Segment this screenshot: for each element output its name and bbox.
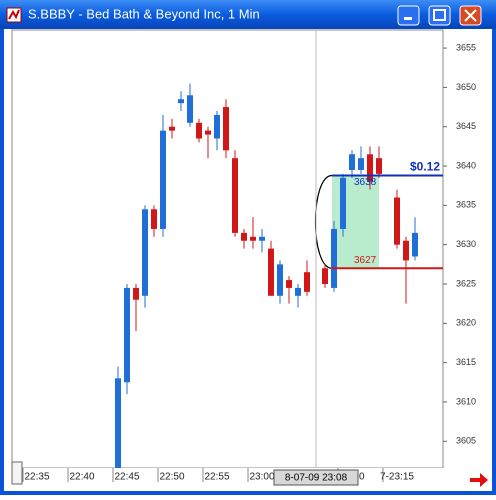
candle-body	[412, 232, 418, 257]
x-tick-label: 22:35	[24, 472, 49, 483]
candle-body	[169, 126, 175, 131]
minimize-glyph	[404, 17, 412, 20]
candle-body	[304, 272, 310, 292]
y-tick-label: 3625	[456, 278, 476, 288]
cursor-time-label: 8-07-09 23:08	[285, 473, 348, 484]
difference-label: $0.12	[410, 160, 440, 174]
candle-body	[349, 154, 355, 170]
candle-body	[268, 248, 274, 296]
candle-body	[124, 287, 130, 383]
candle-body	[232, 158, 238, 233]
candle-body	[160, 130, 166, 229]
x-tick-label: 22:40	[69, 472, 94, 483]
y-tick-label: 3640	[456, 160, 476, 170]
candle-body	[277, 264, 283, 296]
y-tick-label: 3615	[456, 357, 476, 367]
candle-body	[187, 95, 193, 123]
maximize-glyph	[433, 9, 446, 21]
candle-body	[394, 197, 400, 245]
candle-body	[133, 287, 139, 300]
x-tick-label: 22:50	[159, 472, 184, 483]
candle-body	[358, 158, 364, 170]
y-tick-label: 3645	[456, 121, 476, 131]
candle-body	[286, 280, 292, 288]
x-tick-label: 23:00	[249, 472, 274, 483]
candle-body	[142, 209, 148, 296]
close-glyph	[464, 9, 477, 22]
candle-body	[223, 107, 229, 151]
minimize-button[interactable]	[397, 5, 420, 26]
measure-region	[332, 175, 379, 269]
y-tick-label: 3655	[456, 42, 476, 52]
upper-level-label: 3638	[354, 177, 377, 188]
x-tick-label: 22:45	[114, 472, 139, 483]
scroll-handle[interactable]	[11, 461, 23, 485]
candle-body	[151, 209, 157, 229]
x-tick-label: 22:55	[204, 472, 229, 483]
candle-body	[115, 378, 121, 468]
y-tick-label: 3635	[456, 200, 476, 210]
candle-body	[241, 232, 247, 241]
y-tick-label: 3620	[456, 318, 476, 328]
y-tick-label: 3605	[456, 436, 476, 446]
candle-body	[295, 287, 301, 296]
x-tick-label: 7-23:15	[380, 472, 414, 483]
window-buttons[interactable]	[397, 5, 482, 26]
scroll-right-arrow[interactable]	[470, 473, 488, 487]
lower-level-label: 3627	[354, 255, 377, 266]
y-tick-label: 3650	[456, 82, 476, 92]
candle-body	[340, 177, 346, 229]
maximize-button[interactable]	[428, 5, 451, 26]
candle-body	[259, 236, 265, 241]
window-icon-glyph	[8, 9, 20, 20]
candle-body	[196, 122, 202, 139]
candle-body	[376, 158, 382, 174]
y-tick-label: 3630	[456, 239, 476, 249]
candle-body	[331, 228, 337, 288]
candle-body	[250, 236, 256, 241]
candle-body	[367, 154, 373, 182]
window-title: S.BBBY - Bed Bath & Beyond Inc, 1 Min	[28, 6, 260, 21]
candle-body	[178, 99, 184, 104]
y-tick-label: 3610	[456, 396, 476, 406]
candle-body	[205, 130, 211, 135]
cursor-time-box	[273, 469, 359, 486]
candle-body	[403, 240, 409, 261]
candle-body	[322, 268, 328, 284]
candle-body	[214, 114, 220, 139]
